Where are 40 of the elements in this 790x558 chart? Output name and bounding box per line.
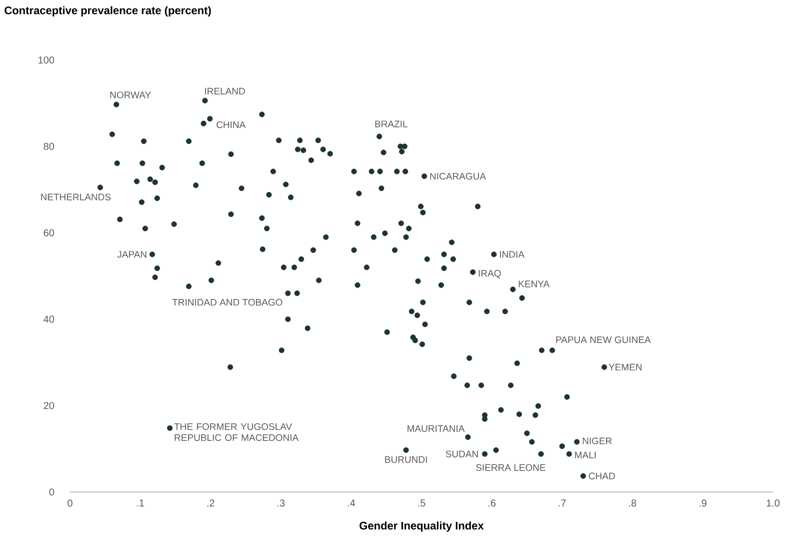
x-tick-label: .5 [418, 500, 426, 507]
annotation: SUDAN [446, 450, 478, 458]
annotation: JAPAN [117, 251, 146, 258]
annotation: NORWAY [110, 92, 151, 98]
annotation: MAURITANIA [408, 425, 465, 432]
y-tick-label: 80 [44, 142, 54, 150]
annotation: THE FORMER YUGOSLAV REPUBLIC OF MACEDONIA [174, 423, 299, 441]
annotation: KENYA [518, 280, 550, 288]
y-tick-label: 60 [44, 229, 54, 236]
annotation: IRAQ [478, 270, 501, 278]
x-tick-label: .7 [558, 500, 566, 506]
annotation: PAPUA NEW GUINEA [556, 336, 651, 344]
annotation: YEMEN [608, 364, 642, 370]
x-tick-label: .2 [207, 500, 214, 507]
x-tick-label: .9 [699, 500, 706, 507]
x-tick-label: .1 [137, 500, 144, 506]
x-axis-title: Gender Inequality Index [360, 521, 484, 532]
annotation: MALI [575, 452, 596, 458]
annotation: INDIA [500, 251, 524, 258]
y-tick-label: 0 [49, 488, 54, 496]
annotation: IRELAND [205, 88, 245, 94]
annotation: NICARAGUA [430, 172, 486, 180]
annotation: TRINIDAD AND TOBAGO [172, 298, 282, 306]
y-tick-label: 100 [38, 56, 54, 64]
annotation: CHINA [216, 121, 246, 128]
annotation: NETHERLANDS [41, 194, 111, 200]
x-tick-label: .4 [348, 500, 356, 506]
x-tick-label: .3 [278, 500, 285, 507]
y-tick-label: 20 [44, 402, 54, 410]
annotation: BURUNDI [385, 456, 427, 463]
x-tick-label: 0 [68, 500, 72, 507]
annotation: NIGER [582, 438, 612, 444]
annotation: BRAZIL [375, 120, 408, 128]
y-tick-label: 40 [44, 316, 54, 323]
annotation: SIERRA LEONE [476, 464, 546, 471]
x-tick-label: 1.0 [766, 500, 780, 507]
annotation: CHAD [588, 472, 615, 480]
chart-title: Contraceptive prevalence rate (percent) [4, 6, 211, 16]
x-tick-label: .8 [629, 500, 636, 507]
x-tick-label: .6 [488, 500, 496, 507]
